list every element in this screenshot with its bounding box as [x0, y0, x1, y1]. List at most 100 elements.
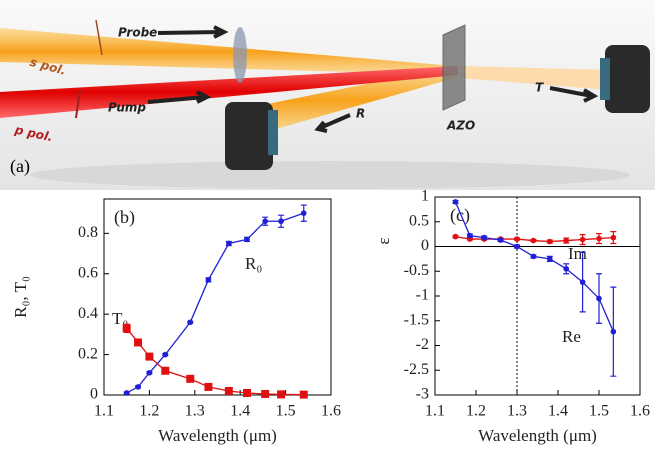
- y-tick-label: 0.8: [78, 224, 98, 241]
- legend-label: Im: [568, 244, 587, 263]
- marker: [122, 324, 131, 333]
- marker: [205, 277, 212, 283]
- y-tick-label: -3: [416, 386, 429, 403]
- probe-beam: [0, 28, 455, 75]
- marker: [530, 253, 537, 260]
- marker: [452, 233, 459, 240]
- plot-frame: [103, 198, 332, 396]
- x-tick-label: 1.6: [321, 403, 341, 420]
- x-tick-label: 1.5: [276, 403, 296, 420]
- series-line: [126, 327, 304, 396]
- marker: [563, 265, 569, 272]
- x-tick-label: 1.4: [548, 403, 568, 420]
- marker: [579, 279, 586, 285]
- y-tick-label: 0.4: [78, 305, 98, 322]
- marker: [514, 243, 520, 250]
- marker: [547, 238, 553, 245]
- marker: [146, 369, 153, 376]
- series-line: [454, 201, 614, 332]
- legend-label: R₀: [245, 254, 262, 273]
- legend-label: T₀: [112, 309, 128, 328]
- t-label: T: [535, 81, 544, 95]
- pump-label: Pump: [108, 101, 146, 115]
- arrow: [157, 25, 229, 39]
- y-tick-label: -0.5: [404, 262, 429, 279]
- marker: [204, 382, 213, 391]
- y-tick-label: 0: [90, 386, 98, 403]
- marker: [610, 234, 617, 241]
- marker: [579, 236, 586, 243]
- x-tick-label: 1.3: [185, 403, 205, 420]
- marker: [563, 237, 569, 244]
- setup-diagram: Probe s pol. p pol. Pump R AZO T (a): [0, 0, 655, 190]
- y-tick-label: -1: [416, 287, 429, 304]
- y-tick-label: 0: [421, 237, 429, 254]
- marker: [278, 218, 284, 225]
- transmission-detector: [605, 45, 650, 113]
- marker: [300, 210, 307, 216]
- azo-sample: [442, 24, 466, 111]
- marker: [226, 240, 232, 247]
- x-axis-label: Wavelength (μm): [478, 426, 597, 445]
- y-tick-label: 0.2: [78, 345, 98, 362]
- lens: [233, 27, 247, 83]
- x-tick-label: 1.3: [507, 403, 527, 420]
- panel-label: (c): [450, 205, 470, 226]
- x-tick-label: 1.5: [589, 403, 609, 420]
- marker: [123, 390, 130, 396]
- marker: [452, 199, 459, 205]
- marker: [244, 236, 250, 243]
- detector-lens: [600, 58, 610, 100]
- r-label: R: [356, 107, 365, 121]
- marker: [610, 328, 617, 335]
- arrow: [147, 90, 212, 104]
- marker: [145, 352, 154, 361]
- s-pol-arrow: [95, 19, 103, 56]
- x-tick-label: 1.2: [139, 403, 159, 420]
- marker: [134, 338, 143, 347]
- marker: [299, 390, 308, 399]
- marker: [135, 384, 141, 390]
- marker: [467, 232, 473, 239]
- marker: [481, 234, 488, 241]
- x-tick-label: 1.2: [466, 403, 486, 420]
- legend-label: Re: [562, 327, 581, 346]
- marker: [186, 374, 195, 383]
- marker: [514, 236, 520, 242]
- transmitted-beam: [460, 66, 610, 90]
- marker: [262, 218, 268, 225]
- series-line: [126, 212, 304, 394]
- x-tick-label: 1.1: [94, 403, 114, 420]
- panel-label: (a): [10, 156, 30, 177]
- y-tick-label: -2.5: [404, 361, 429, 378]
- marker: [530, 237, 537, 244]
- probe-label: Probe: [118, 26, 157, 40]
- shadow: [30, 161, 630, 189]
- y-tick-label: -1.5: [404, 311, 429, 328]
- reflected-beam: [248, 66, 455, 135]
- y-axis-label: ε: [374, 237, 393, 244]
- p-pol-arrow: [75, 89, 81, 119]
- marker: [497, 237, 504, 243]
- y-tick-label: 1: [421, 188, 429, 205]
- x-tick-label: 1.6: [630, 403, 650, 420]
- marker: [161, 366, 170, 375]
- marker: [224, 386, 233, 395]
- x-tick-label: 1.4: [230, 403, 250, 420]
- marker: [162, 351, 169, 358]
- marker: [277, 390, 286, 399]
- pump-beam: [0, 66, 458, 118]
- marker: [243, 388, 252, 397]
- detector-lens: [268, 110, 278, 155]
- x-axis-label: Wavelength (μm): [158, 426, 277, 445]
- marker: [596, 235, 602, 242]
- panel-label: (b): [114, 207, 135, 228]
- marker: [261, 389, 270, 398]
- y-axis-label: R₀, T₀: [11, 276, 30, 318]
- marker: [596, 295, 602, 302]
- azo-label: AZO: [446, 119, 475, 133]
- arrow: [549, 86, 599, 103]
- x-tick-label: 1.1: [425, 403, 445, 420]
